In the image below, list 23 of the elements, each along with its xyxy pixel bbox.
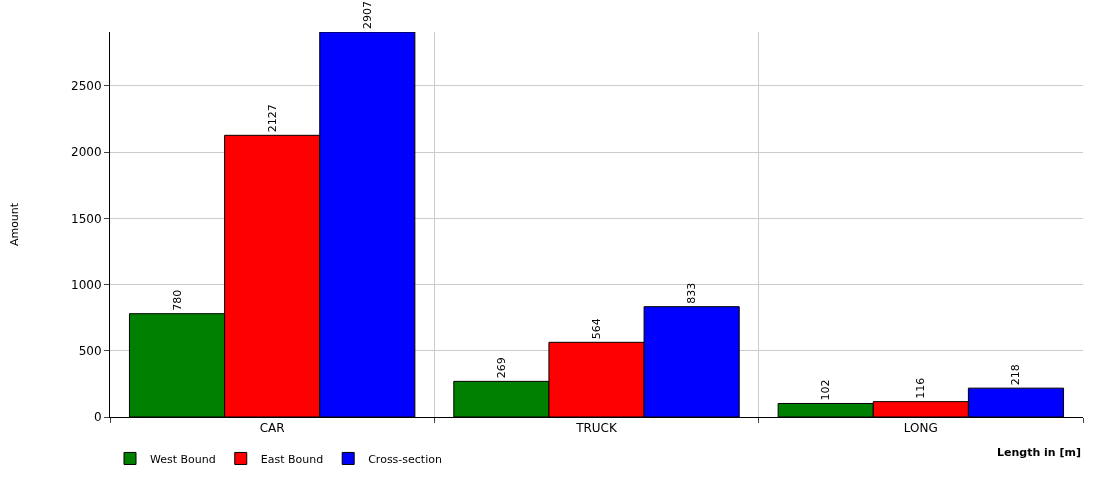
data-label: 564 xyxy=(590,318,603,340)
x-tick-label: LONG xyxy=(903,421,938,436)
data-label: 102 xyxy=(819,379,833,401)
y-tick-label: 2500 xyxy=(71,79,102,94)
legend-label: East Bound xyxy=(260,452,324,466)
data-label: 116 xyxy=(914,377,928,399)
legend-label: West Bound xyxy=(150,452,216,466)
y-tick-label: 1000 xyxy=(71,277,102,292)
y-tick-label: 500 xyxy=(78,343,102,358)
y-tick-label: 2000 xyxy=(71,145,102,160)
data-label: 269 xyxy=(494,357,508,379)
legend-label: Cross-section xyxy=(368,452,442,466)
x-tick-label: TRUCK xyxy=(575,421,618,436)
data-label: 2127 xyxy=(265,104,279,133)
data-label: 833 xyxy=(685,282,699,304)
data-label: 780 xyxy=(170,289,184,311)
data-label: 218 xyxy=(1009,364,1023,386)
x-axis-title: Length in [m] xyxy=(997,446,1082,459)
y-tick-label: 1500 xyxy=(71,211,102,226)
y-tick-label: 0 xyxy=(93,410,102,425)
data-label: 2907 xyxy=(360,1,374,29)
y-axis-title: Amount xyxy=(7,202,21,247)
x-tick-label: CAR xyxy=(259,421,285,436)
